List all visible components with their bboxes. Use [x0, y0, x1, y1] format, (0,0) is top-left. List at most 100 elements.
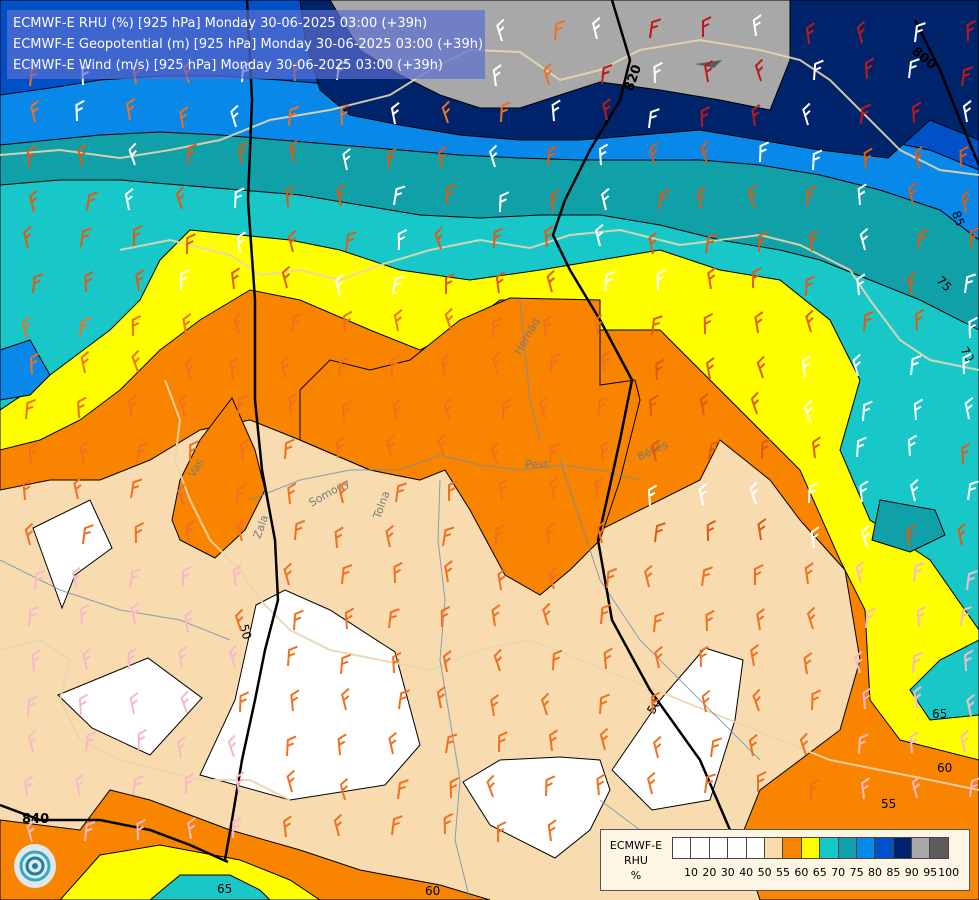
wind-barb: [82, 524, 94, 545]
wind-barb: [237, 394, 248, 416]
wind-barb: [445, 273, 455, 294]
map-title-box: ECMWF-E RHU (%) [925 hPa] Monday 30-06-2…: [7, 10, 485, 79]
wind-barb: [134, 521, 145, 544]
wind-barb: [554, 19, 566, 41]
legend-tick-label: 85: [886, 866, 901, 879]
wind-barb: [137, 728, 148, 751]
legend-tick-label: 10: [684, 866, 698, 879]
wind-barb: [861, 524, 870, 548]
wind-barb: [388, 731, 397, 755]
wind-barb: [960, 606, 972, 627]
wind-barb: [969, 777, 979, 798]
wind-barb: [658, 189, 671, 210]
wind-barb: [340, 653, 352, 675]
wind-barb: [186, 233, 196, 255]
wind-barb: [234, 187, 245, 209]
wind-barb: [545, 775, 556, 797]
wind-barb: [444, 307, 454, 331]
wind-barb: [390, 102, 400, 125]
wind-barb: [648, 231, 657, 255]
wind-barb: [604, 271, 616, 292]
wind-barb: [964, 396, 974, 420]
legend-swatch: [892, 837, 913, 859]
legend-swatch: [745, 837, 765, 859]
wind-barb: [803, 652, 813, 675]
title-line-geopotential: ECMWF-E Geopotential (m) [925 hPa] Monda…: [13, 37, 484, 52]
rhu-patch-70-east: [909, 639, 979, 721]
wind-barb: [23, 225, 32, 249]
wind-barb: [598, 143, 609, 166]
title-line-wind: ECMWF-E Wind (m/s) [925 hPa] Monday 30-0…: [13, 58, 444, 73]
wind-barb: [592, 16, 601, 40]
wind-barb: [341, 564, 353, 585]
wind-barb: [387, 147, 397, 170]
legend-swatch: [929, 837, 949, 859]
wind-barb: [961, 66, 974, 87]
wind-barb: [543, 62, 552, 86]
wind-barb: [77, 143, 87, 167]
wind-barb: [187, 817, 197, 840]
wind-barb: [802, 102, 811, 126]
wind-barb: [754, 58, 764, 82]
legend-swatch: [782, 837, 802, 859]
wind-barb: [913, 685, 922, 709]
wind-barb: [539, 395, 548, 419]
wind-barb: [232, 564, 242, 587]
wind-barb: [967, 480, 979, 501]
wind-barb: [863, 310, 875, 332]
wind-barb: [29, 352, 40, 375]
wind-barb: [82, 647, 91, 671]
wind-barb: [907, 271, 916, 295]
wind-barb: [552, 649, 563, 671]
wind-barb: [136, 442, 149, 463]
wind-barb: [542, 315, 553, 338]
wind-barb: [126, 98, 136, 121]
wind-barb: [336, 183, 345, 207]
wind-barb: [338, 357, 350, 378]
wind-barb: [80, 603, 90, 626]
wind-barb: [599, 727, 609, 751]
wind-barb: [488, 144, 498, 168]
wind-barb: [131, 349, 140, 373]
wind-barb: [436, 686, 446, 709]
rhu-patch-50-d: [462, 756, 611, 859]
wind-barb: [647, 484, 658, 507]
wind-barb: [227, 734, 237, 758]
wind-barb: [761, 438, 771, 460]
wind-barb: [176, 736, 186, 759]
wind-barb: [752, 688, 761, 712]
legend-tick-label: 80: [868, 866, 882, 879]
wind-barb: [386, 434, 396, 458]
wind-barb: [703, 312, 714, 335]
wind-barb: [601, 187, 610, 211]
wind-barb: [601, 350, 612, 373]
wind-barb: [968, 316, 978, 339]
wind-barb: [78, 693, 89, 716]
wind-barb: [913, 398, 924, 421]
legend-tick-label: 70: [831, 866, 846, 879]
wind-barb: [549, 476, 558, 500]
wind-barb: [862, 687, 872, 710]
wind-barb: [596, 520, 606, 544]
wind-barb: [860, 103, 872, 125]
wind-barb: [961, 189, 971, 213]
wind-barb: [490, 441, 500, 465]
wind-barb: [499, 191, 510, 213]
wind-barb: [863, 147, 873, 170]
wind-barb: [860, 777, 871, 800]
wind-barb: [446, 183, 456, 205]
wind-barb: [124, 188, 134, 211]
wind-barb: [397, 228, 408, 251]
rh-label-60a: 60: [937, 761, 952, 775]
wind-barb: [234, 608, 244, 632]
wind-barb: [388, 608, 400, 629]
wind-barb: [236, 518, 245, 542]
wind-barb: [859, 227, 869, 251]
wind-barb: [443, 812, 454, 835]
wind-barb: [175, 186, 185, 210]
wind-barb: [550, 352, 561, 374]
wind-barb: [287, 229, 297, 253]
wind-barb: [236, 484, 247, 506]
wind-barb: [701, 689, 711, 713]
wind-barb: [916, 605, 927, 628]
